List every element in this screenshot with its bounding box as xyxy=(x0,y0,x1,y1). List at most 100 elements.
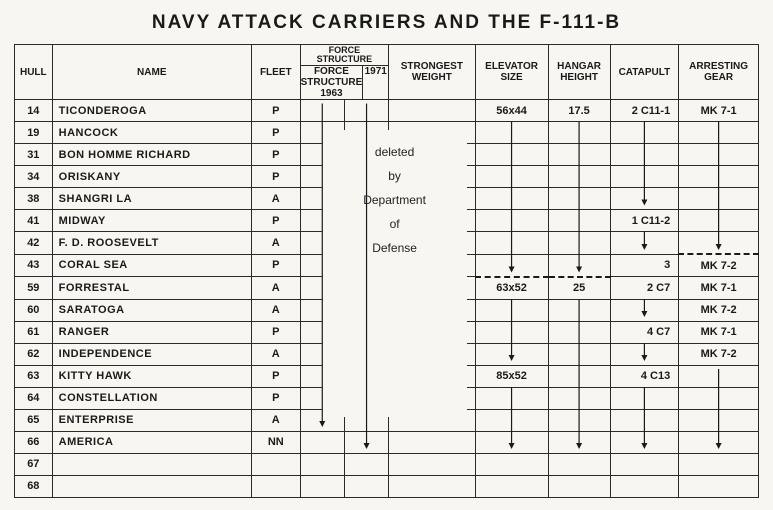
cell xyxy=(300,122,344,144)
cell xyxy=(344,431,388,453)
cell xyxy=(548,431,610,453)
table-row: 67 xyxy=(15,453,759,475)
cell xyxy=(610,232,679,255)
col-hangar-height: HANGAR HEIGHT xyxy=(548,45,610,100)
cell xyxy=(300,431,344,453)
table-row: 61RANGERP4 C7MK 7-1 xyxy=(15,321,759,343)
cell: SHANGRI LA xyxy=(52,188,251,210)
table-row: 65ENTERPRISEA xyxy=(15,409,759,431)
cell: 41 xyxy=(15,210,53,232)
cell xyxy=(610,475,679,497)
cell xyxy=(300,343,344,365)
cell xyxy=(344,232,388,255)
cell xyxy=(52,475,251,497)
cell: 19 xyxy=(15,122,53,144)
table-row: 41MIDWAYP1 C11-2 xyxy=(15,210,759,232)
cell: 42 xyxy=(15,232,53,255)
cell: MK 7-1 xyxy=(679,277,759,300)
cell xyxy=(475,188,548,210)
cell xyxy=(300,254,344,277)
cell xyxy=(300,475,344,497)
cell: 38 xyxy=(15,188,53,210)
col-catapult: CATAPULT xyxy=(610,45,679,100)
table-row: 34ORISKANYP xyxy=(15,166,759,188)
cell xyxy=(475,299,548,321)
cell: 67 xyxy=(15,453,53,475)
cell xyxy=(389,431,475,453)
cell xyxy=(389,232,475,255)
cell xyxy=(389,100,475,122)
col-force-1971: 1971 xyxy=(363,66,388,99)
cell xyxy=(475,254,548,277)
cell: 2 C11-1 xyxy=(610,100,679,122)
table-row: 38SHANGRI LAA xyxy=(15,188,759,210)
cell xyxy=(389,166,475,188)
cell: 61 xyxy=(15,321,53,343)
cell xyxy=(610,166,679,188)
cell xyxy=(548,210,610,232)
cell: NN xyxy=(251,431,300,453)
cell xyxy=(548,232,610,255)
cell xyxy=(548,409,610,431)
cell xyxy=(389,188,475,210)
cell: P xyxy=(251,387,300,409)
cell xyxy=(344,475,388,497)
cell xyxy=(389,277,475,300)
cell: MK 7-2 xyxy=(679,254,759,277)
cell: INDEPENDENCE xyxy=(52,343,251,365)
col-force-structure: FORCE STRUCTURE FORCE STRUCTURE 1963 197… xyxy=(300,45,389,100)
cell: F. D. ROOSEVELT xyxy=(52,232,251,255)
cell xyxy=(610,122,679,144)
cell xyxy=(389,321,475,343)
cell xyxy=(475,321,548,343)
cell xyxy=(389,210,475,232)
cell: 59 xyxy=(15,277,53,300)
cell xyxy=(344,254,388,277)
cell: MK 7-1 xyxy=(679,321,759,343)
cell xyxy=(475,210,548,232)
cell: KITTY HAWK xyxy=(52,365,251,387)
cell: 1 C11-2 xyxy=(610,210,679,232)
cell xyxy=(475,343,548,365)
cell xyxy=(300,188,344,210)
cell xyxy=(475,431,548,453)
page-title: NAVY ATTACK CARRIERS AND THE F-111-B xyxy=(14,12,759,34)
cell: 63x52 xyxy=(475,277,548,300)
table-row: 19HANCOCKP xyxy=(15,122,759,144)
cell xyxy=(344,365,388,387)
cell xyxy=(679,210,759,232)
cell xyxy=(475,232,548,255)
cell xyxy=(389,453,475,475)
cell xyxy=(679,122,759,144)
cell xyxy=(52,453,251,475)
cell xyxy=(679,409,759,431)
cell xyxy=(610,343,679,365)
cell xyxy=(300,409,344,431)
cell xyxy=(548,453,610,475)
table-row: 31BON HOMME RICHARDP xyxy=(15,144,759,166)
cell xyxy=(344,122,388,144)
cell: 17.5 xyxy=(548,100,610,122)
cell: RANGER xyxy=(52,321,251,343)
cell: 68 xyxy=(15,475,53,497)
cell xyxy=(344,210,388,232)
cell xyxy=(610,299,679,321)
cell xyxy=(610,387,679,409)
cell xyxy=(679,475,759,497)
cell xyxy=(679,188,759,210)
cell: 56x44 xyxy=(475,100,548,122)
cell: AMERICA xyxy=(52,431,251,453)
cell xyxy=(251,453,300,475)
cell xyxy=(475,409,548,431)
cell xyxy=(548,321,610,343)
cell: FORRESTAL xyxy=(52,277,251,300)
cell xyxy=(300,277,344,300)
cell xyxy=(389,365,475,387)
col-strongest-weight: STRONGEST WEIGHT xyxy=(389,45,475,100)
col-fleet: FLEET xyxy=(251,45,300,100)
cell xyxy=(389,387,475,409)
cell: MK 7-1 xyxy=(679,100,759,122)
cell xyxy=(475,166,548,188)
table-row: 64CONSTELLATIONP xyxy=(15,387,759,409)
cell: 64 xyxy=(15,387,53,409)
